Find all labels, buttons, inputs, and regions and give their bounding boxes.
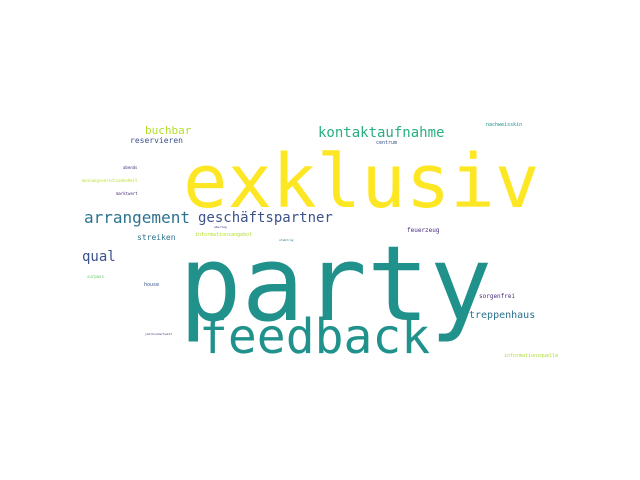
word-stabtrog: stabtrog bbox=[279, 238, 294, 242]
word-party: party bbox=[179, 223, 493, 345]
word-centrum: centrum bbox=[376, 140, 398, 146]
word-house: house bbox=[144, 282, 160, 288]
word-jahrhundertwalt: jahrhundertwalt bbox=[145, 332, 173, 336]
word-reservieren: reservieren bbox=[130, 136, 183, 145]
word-nachweisskin: nachweisskin bbox=[486, 122, 523, 128]
word-marktwert: marktwert bbox=[116, 191, 138, 196]
word-informationsangebot: informationsangebot bbox=[195, 232, 253, 238]
word-exklusiv: exklusiv bbox=[183, 139, 540, 225]
word-abertag: abertag bbox=[214, 225, 227, 229]
word-cloud: party exklusiv feedback arrangement gesc… bbox=[82, 115, 558, 365]
word-sorgenfrei: sorgenfrei bbox=[479, 293, 516, 300]
word-informationsquelle: informationsquelle bbox=[504, 353, 559, 359]
word-qual: qual bbox=[82, 249, 116, 265]
word-surpass: surpass bbox=[87, 274, 104, 279]
word-arrangement: arrangement bbox=[84, 208, 190, 227]
word-treppenhaus: treppenhaus bbox=[469, 310, 536, 321]
word-buchbar: buchbar bbox=[145, 124, 192, 137]
word-geschaeftspartner: geschäftspartner bbox=[198, 210, 333, 226]
word-kontaktaufnahme: kontaktaufnahme bbox=[318, 125, 445, 141]
word-streiken: streiken bbox=[137, 233, 176, 242]
word-feuerzeug: feuerzeug bbox=[407, 227, 440, 234]
word-feedback: feedback bbox=[199, 309, 431, 365]
word-meinungsverschiedenheit: meinungsverschiedenheit bbox=[82, 178, 138, 183]
word-abends: abends bbox=[123, 165, 138, 170]
